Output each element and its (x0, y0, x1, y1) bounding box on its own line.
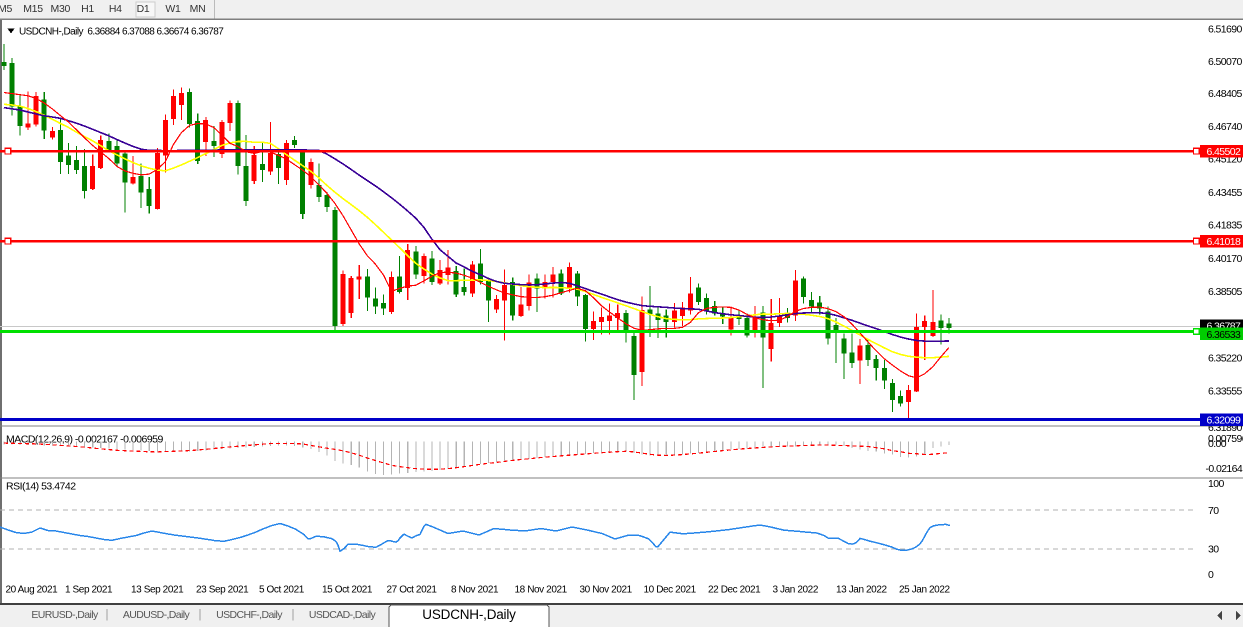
svg-text:6.35220: 6.35220 (1208, 353, 1243, 365)
svg-text:23 Sep 2021: 23 Sep 2021 (196, 585, 249, 596)
svg-text:M5: M5 (0, 3, 12, 15)
svg-text:USDCNH-,Daily: USDCNH-,Daily (422, 607, 516, 622)
svg-text:6.38505: 6.38505 (1208, 286, 1243, 298)
svg-text:6.41835: 6.41835 (1208, 219, 1243, 231)
svg-text:0: 0 (1208, 569, 1214, 581)
svg-text:|: | (106, 609, 109, 621)
svg-text:20 Aug 2021: 20 Aug 2021 (6, 585, 59, 596)
svg-text:100: 100 (1208, 478, 1224, 490)
svg-text:EURUSD-,Daily: EURUSD-,Daily (31, 609, 99, 621)
svg-text:30 Nov 2021: 30 Nov 2021 (580, 585, 633, 596)
svg-text:RSI(14) 53.4742: RSI(14) 53.4742 (6, 481, 76, 493)
svg-text:|: | (292, 609, 295, 621)
svg-text:|: | (199, 609, 202, 621)
svg-text:H4: H4 (109, 3, 122, 15)
svg-text:25 Jan 2022: 25 Jan 2022 (899, 585, 950, 596)
svg-text:6.46740: 6.46740 (1208, 121, 1243, 133)
svg-text:H1: H1 (81, 3, 94, 15)
svg-text:AUDUSD-,Daily: AUDUSD-,Daily (123, 609, 191, 621)
svg-text:6.48405: 6.48405 (1208, 88, 1243, 100)
svg-text:5 Oct 2021: 5 Oct 2021 (259, 585, 305, 596)
svg-text:M30: M30 (51, 3, 71, 15)
svg-text:M15: M15 (23, 3, 43, 15)
svg-text:13 Sep 2021: 13 Sep 2021 (131, 585, 184, 596)
svg-text:1 Sep 2021: 1 Sep 2021 (65, 585, 113, 596)
svg-text:MN: MN (190, 3, 206, 15)
svg-text:0.007596: 0.007596 (1208, 433, 1243, 445)
svg-text:13 Jan 2022: 13 Jan 2022 (836, 585, 887, 596)
svg-text:6.51690: 6.51690 (1208, 24, 1243, 36)
svg-text:USDCHF-,Daily: USDCHF-,Daily (216, 609, 283, 621)
svg-text:USDCAD-,Daily: USDCAD-,Daily (309, 609, 377, 621)
svg-text:6.41018: 6.41018 (1207, 236, 1242, 248)
svg-text:27 Oct 2021: 27 Oct 2021 (387, 585, 438, 596)
svg-text:6.50070: 6.50070 (1208, 56, 1243, 68)
svg-text:70: 70 (1208, 505, 1219, 517)
svg-text:6.32099: 6.32099 (1207, 415, 1242, 427)
svg-text:6.36533: 6.36533 (1207, 329, 1242, 341)
svg-text:22 Dec 2021: 22 Dec 2021 (708, 585, 761, 596)
svg-text:15 Oct 2021: 15 Oct 2021 (322, 585, 373, 596)
svg-text:W1: W1 (165, 3, 181, 15)
svg-text:-0.02164: -0.02164 (1206, 463, 1243, 475)
svg-text:6.40170: 6.40170 (1208, 253, 1243, 265)
svg-text:18 Nov 2021: 18 Nov 2021 (515, 585, 568, 596)
svg-text:10 Dec 2021: 10 Dec 2021 (644, 585, 697, 596)
svg-text:6.43455: 6.43455 (1208, 187, 1243, 199)
svg-text:D1: D1 (137, 3, 150, 15)
svg-text:8 Nov 2021: 8 Nov 2021 (451, 585, 499, 596)
svg-text:USDCNH-,Daily 6.36884 6.37088: USDCNH-,Daily 6.36884 6.37088 6.36674 6.… (19, 27, 224, 38)
svg-text:6.45502: 6.45502 (1207, 146, 1242, 158)
svg-text:6.33555: 6.33555 (1208, 385, 1243, 397)
svg-text:0.00: 0.00 (1208, 438, 1227, 450)
svg-text:30: 30 (1208, 544, 1219, 556)
svg-text:3 Jan 2022: 3 Jan 2022 (773, 585, 819, 596)
